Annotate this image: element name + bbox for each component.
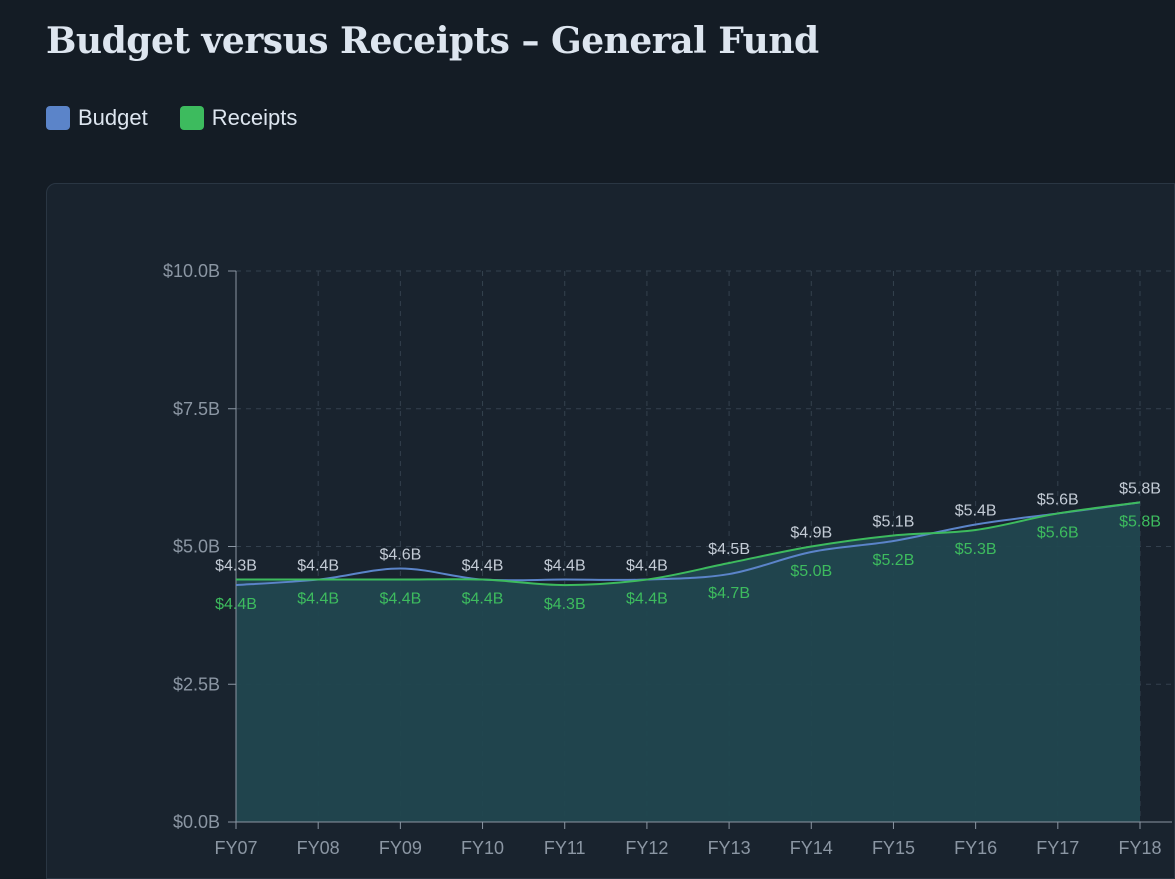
x-tick-label: FY14 (790, 838, 833, 858)
data-label-receipts: $4.4B (215, 596, 257, 613)
data-label-budget: $5.1B (873, 513, 915, 530)
series-line-receipts (235, 501, 1141, 587)
data-label-budget: $4.4B (297, 558, 339, 575)
legend-label-receipts: Receipts (211, 105, 298, 130)
data-label-budget: $4.5B (708, 541, 750, 558)
data-label-budget: $4.6B (379, 547, 421, 564)
data-label-receipts: $5.0B (790, 563, 832, 580)
data-label-budget: $4.4B (462, 558, 504, 575)
data-label-budget: $4.3B (215, 558, 257, 575)
data-label-receipts: $5.3B (955, 541, 997, 558)
x-tick-label: FY12 (625, 838, 668, 858)
x-tick-label: FY07 (214, 838, 257, 858)
legend-item-budget[interactable]: Budget (46, 105, 148, 131)
data-label-receipts: $4.4B (297, 591, 339, 608)
data-label-receipts: $5.8B (1119, 513, 1161, 530)
data-label-receipts: $5.2B (873, 552, 915, 569)
y-tick-label: $10.0B (163, 261, 220, 281)
legend-swatch-receipts (179, 106, 204, 130)
y-tick-label: $5.0B (173, 537, 220, 557)
y-tick-label: $7.5B (173, 399, 220, 419)
x-tick-label: FY16 (954, 838, 997, 858)
data-label-receipts: $4.4B (462, 591, 504, 608)
data-label-budget: $5.8B (1119, 480, 1161, 497)
x-tick-label: FY09 (379, 838, 422, 858)
chart-title: Budget versus Receipts – General Fund (46, 20, 819, 62)
data-label-receipts: $4.3B (544, 596, 586, 613)
legend-label-budget: Budget (78, 105, 148, 130)
x-tick-label: FY10 (461, 838, 504, 858)
x-tick-label: FY13 (708, 838, 751, 858)
legend-item-receipts[interactable]: Receipts (179, 105, 298, 131)
x-tick-label: FY17 (1036, 838, 1079, 858)
data-label-receipts: $4.4B (626, 591, 668, 608)
y-tick-label: $2.5B (173, 674, 220, 694)
x-tick-label: FY18 (1118, 838, 1161, 858)
data-label-budget: $4.4B (544, 558, 586, 575)
receipts-area (236, 502, 1140, 822)
legend-swatch-budget (46, 106, 70, 130)
data-label-receipts: $4.4B (379, 591, 421, 608)
data-label-budget: $4.4B (626, 558, 668, 575)
legend: Budget Receipts (46, 105, 297, 131)
data-label-budget: $5.4B (955, 502, 997, 519)
x-tick-label: FY08 (297, 838, 340, 858)
y-tick-label: $0.0B (173, 812, 220, 832)
data-label-budget: $4.9B (790, 525, 832, 542)
data-label-budget: $5.6B (1037, 491, 1079, 508)
x-tick-label: FY15 (872, 838, 915, 858)
data-label-receipts: $4.7B (708, 585, 750, 602)
x-tick-label: FY11 (544, 838, 586, 858)
data-label-receipts: $5.6B (1037, 524, 1079, 541)
series-line-budget (235, 501, 1141, 587)
